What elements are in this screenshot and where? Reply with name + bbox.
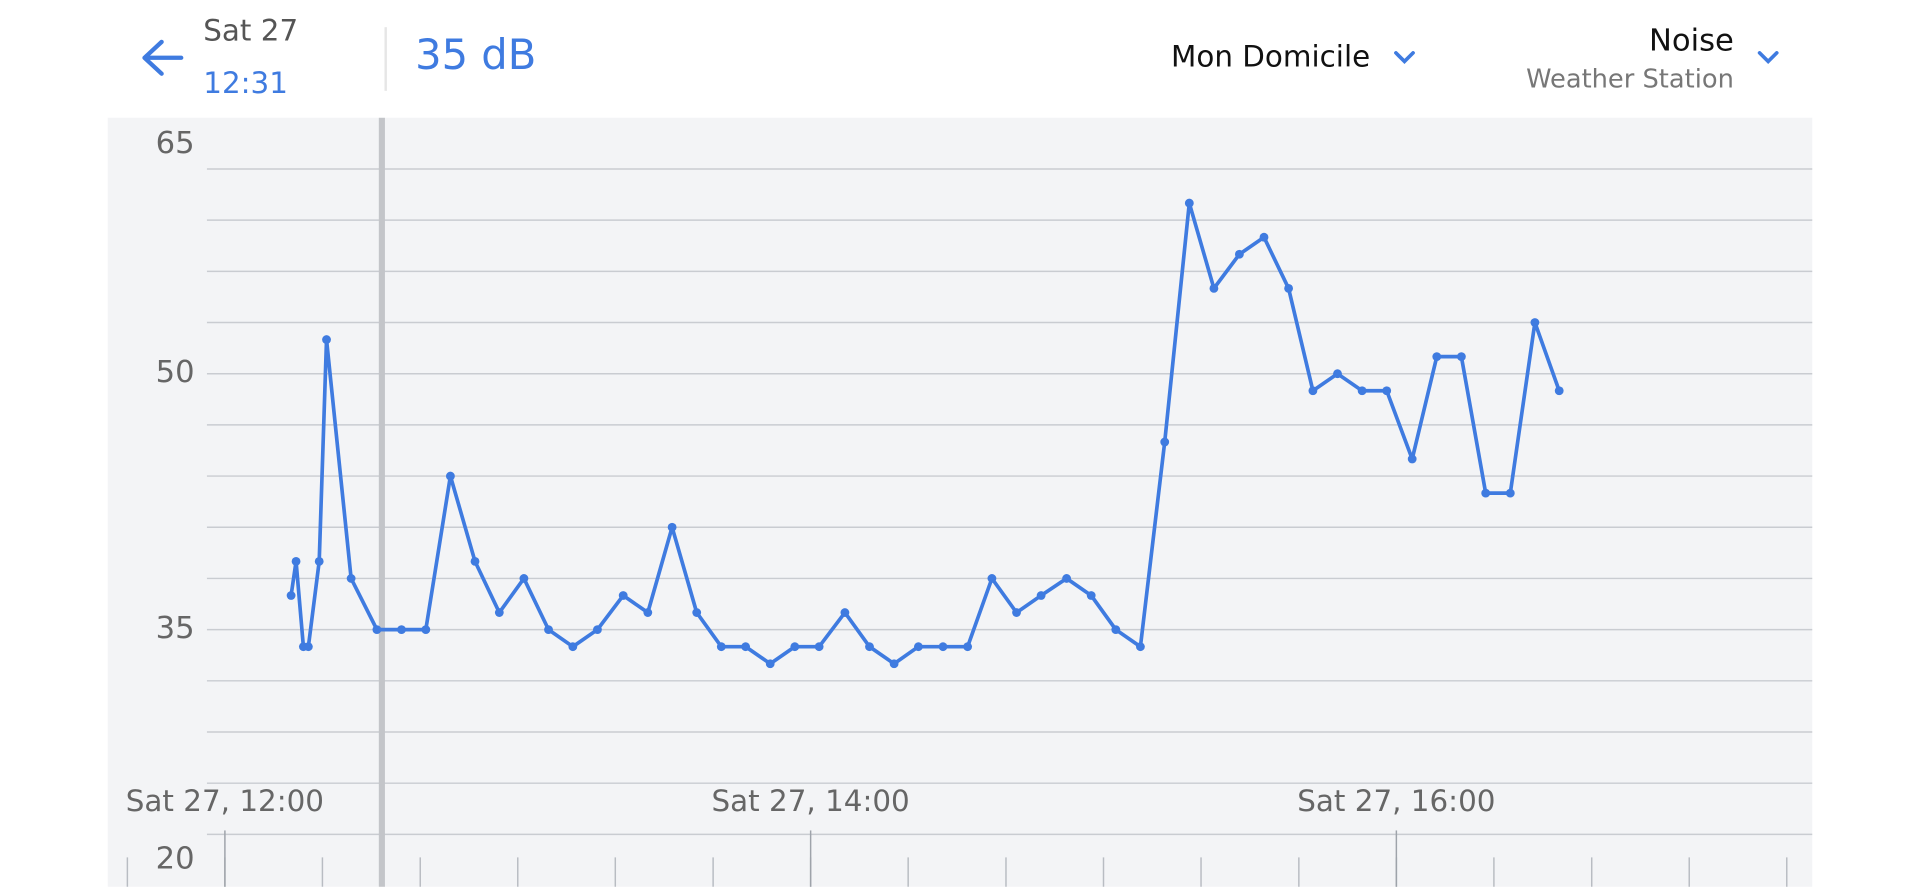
x-tick-label: Sat 27, 16:00 — [1297, 784, 1495, 818]
point — [1234, 249, 1244, 259]
point — [286, 591, 296, 600]
point — [421, 625, 431, 635]
point — [1160, 437, 1170, 447]
point — [790, 642, 800, 652]
device-name: Weather Station — [1526, 64, 1734, 94]
point — [1135, 642, 1145, 652]
point — [1481, 488, 1491, 498]
point — [1259, 232, 1269, 242]
point — [1209, 283, 1219, 293]
time: 12:31 — [203, 66, 288, 100]
cursor — [378, 117, 385, 887]
point — [1284, 283, 1294, 293]
point — [1530, 318, 1540, 327]
location-chevron[interactable] — [1394, 51, 1415, 65]
point — [397, 625, 406, 635]
y-tick-label: 65 — [156, 126, 195, 161]
point — [840, 608, 850, 617]
line — [289, 201, 1561, 666]
point — [346, 574, 356, 583]
point — [1036, 591, 1046, 600]
point — [544, 625, 553, 635]
point — [372, 625, 382, 635]
point — [494, 608, 504, 617]
metric-select[interactable]: Noise — [1649, 23, 1734, 58]
point — [692, 608, 702, 617]
point — [1382, 386, 1392, 396]
point — [1333, 369, 1342, 379]
point — [987, 574, 997, 583]
point — [1505, 488, 1515, 498]
back-button[interactable] — [142, 39, 184, 76]
point — [1432, 352, 1442, 362]
point — [889, 659, 899, 669]
point — [1456, 352, 1466, 362]
point — [938, 642, 948, 652]
x-tick-label: Sat 27, 12:00 — [126, 784, 324, 818]
point — [1407, 454, 1417, 464]
point — [667, 522, 677, 532]
point — [1308, 386, 1318, 396]
point — [1554, 386, 1564, 396]
point — [865, 642, 874, 652]
point — [914, 642, 923, 652]
point — [1062, 574, 1072, 583]
point — [470, 556, 480, 566]
point — [1184, 198, 1194, 208]
point — [643, 608, 653, 617]
point — [314, 556, 324, 566]
point — [963, 642, 973, 652]
point — [568, 642, 578, 652]
point — [519, 574, 529, 583]
point — [1111, 625, 1121, 635]
point — [303, 642, 313, 652]
point — [814, 642, 824, 652]
point — [322, 335, 331, 344]
chart-background — [107, 117, 1813, 887]
y-tick-label: 35 — [156, 611, 195, 646]
point — [446, 471, 455, 481]
point — [716, 642, 726, 652]
reading: 35 dB — [415, 30, 536, 79]
x-tick-label: Sat 27, 14:00 — [712, 784, 910, 818]
point — [741, 642, 751, 652]
y-tick-label: 50 — [156, 355, 195, 390]
point — [1086, 591, 1096, 600]
y-tick-label: 20 — [156, 841, 195, 876]
point — [765, 659, 775, 669]
point — [618, 591, 628, 600]
date: Sat 27 — [203, 14, 298, 48]
point — [291, 556, 301, 566]
location-select[interactable]: Mon Domicile — [1171, 39, 1370, 73]
metric-chevron[interactable] — [1757, 51, 1779, 65]
point — [1357, 386, 1367, 396]
point — [1012, 608, 1021, 617]
point — [593, 625, 602, 635]
